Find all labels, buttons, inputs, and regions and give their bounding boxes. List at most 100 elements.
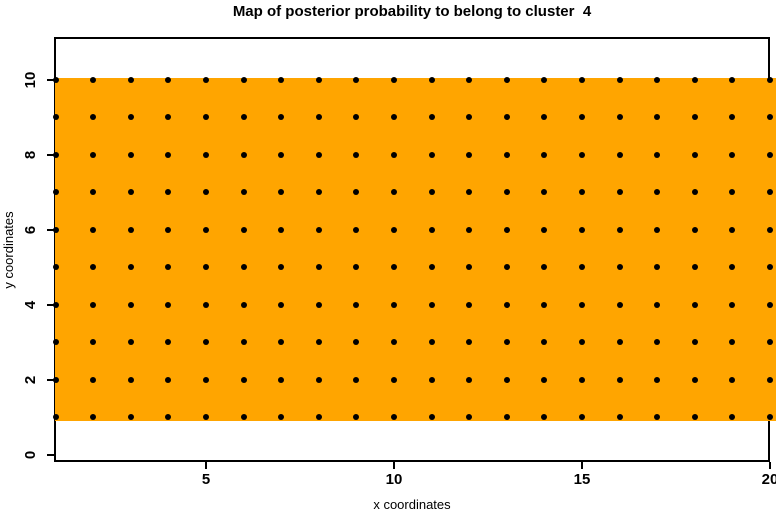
y-tick-mark [47,453,54,456]
data-point [579,414,585,420]
data-point [466,226,473,233]
data-point [240,264,247,270]
data-point [767,189,773,195]
data-point [127,339,134,345]
data-point [127,76,134,83]
data-point [240,76,247,83]
data-point [90,189,97,195]
data-point [315,114,322,120]
data-point [691,151,698,158]
data-point [315,226,322,233]
data-point [579,76,585,83]
data-point [127,226,134,233]
data-point [203,151,209,158]
y-tick-label: 6 [22,225,39,234]
data-point [203,339,209,345]
data-point [203,301,209,308]
data-point [466,151,473,158]
data-point [52,189,59,195]
data-point [654,376,661,383]
data-point [315,189,322,195]
data-point [90,76,97,83]
data-point [353,226,360,233]
data-point [654,76,661,83]
data-point [391,301,397,308]
data-point [165,414,172,420]
data-point [353,264,360,270]
data-point [767,114,773,120]
data-point [654,151,661,158]
x-tick-label: 5 [201,471,211,488]
data-point [691,376,698,383]
data-point [428,339,435,345]
data-point [729,189,736,195]
data-point [52,264,59,270]
data-point [466,339,473,345]
data-point [729,151,736,158]
data-point [90,301,97,308]
data-point [315,76,322,83]
data-point [165,301,172,308]
data-point [767,301,773,308]
y-tick-mark [47,78,54,81]
data-point [52,301,59,308]
data-point [579,189,585,195]
data-point [127,414,134,420]
data-point [691,301,698,308]
data-point [503,114,510,120]
data-point [278,151,285,158]
data-point [654,339,661,345]
data-point [767,264,773,270]
data-point [353,414,360,420]
data-point [579,376,585,383]
probability-fill-region [55,78,776,421]
data-point [278,189,285,195]
data-point [503,339,510,345]
data-point [165,151,172,158]
y-tick-mark [47,153,54,156]
data-point [165,226,172,233]
data-point [729,301,736,308]
x-tick-mark [393,462,395,469]
data-point [579,151,585,158]
data-point [353,114,360,120]
data-point [466,76,473,83]
data-point [391,226,397,233]
data-point [315,376,322,383]
data-point [579,264,585,270]
data-point [503,226,510,233]
data-point [278,114,285,120]
data-point [203,226,209,233]
data-point [391,414,397,420]
data-point [278,264,285,270]
data-point [691,264,698,270]
data-point [503,264,510,270]
y-tick-mark [47,378,54,381]
data-point [541,264,548,270]
data-point [729,339,736,345]
data-point [428,151,435,158]
x-axis-label: x coordinates [373,497,451,512]
y-tick-mark [47,303,54,306]
data-point [503,376,510,383]
data-point [90,226,97,233]
data-point [165,189,172,195]
data-point [579,114,585,120]
data-point [579,301,585,308]
data-point [428,264,435,270]
data-point [767,414,773,420]
data-point [767,339,773,345]
data-point [428,76,435,83]
data-point [203,414,209,420]
data-point [654,189,661,195]
data-point [52,151,59,158]
data-point [503,76,510,83]
y-tick-mark [47,228,54,231]
data-point [165,339,172,345]
data-point [52,76,59,83]
data-point [428,114,435,120]
data-point [466,189,473,195]
y-tick-label: 10 [22,71,39,88]
data-point [90,376,97,383]
